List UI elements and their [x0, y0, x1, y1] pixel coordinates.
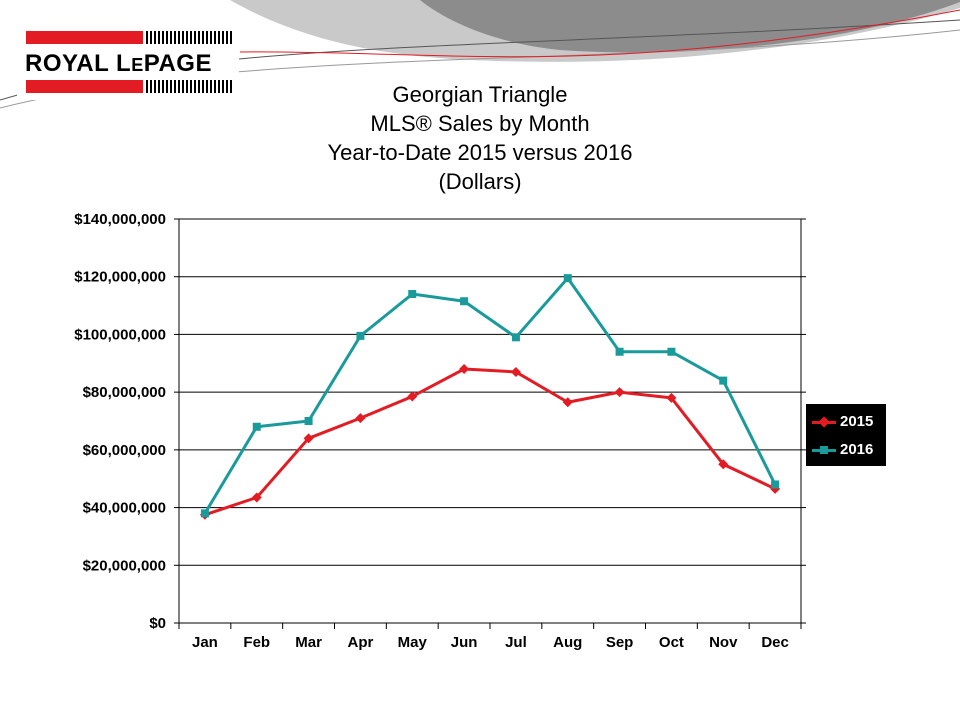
series-line-2015 — [204, 367, 776, 517]
series-line-2016 — [203, 276, 777, 515]
x-tick-label: May — [398, 634, 428, 651]
plot-area — [178, 218, 802, 624]
data-point-2015 — [251, 492, 262, 503]
y-tick-label: $0 — [149, 615, 166, 632]
data-point-2015 — [510, 366, 521, 377]
data-point-2016 — [511, 333, 520, 342]
x-tick-label: Jan — [192, 634, 218, 651]
x-tick-label: Nov — [709, 634, 738, 651]
data-point-2016 — [408, 290, 417, 299]
chart-title: Georgian Triangle MLS® Sales by Month Ye… — [240, 80, 720, 196]
data-point-2016 — [771, 480, 780, 489]
logo-wordmark: ROYAL LEPAGE — [25, 50, 212, 77]
x-tick-label: Oct — [659, 634, 684, 651]
y-tick-label: $100,000,000 — [74, 326, 166, 343]
legend-marker-2016 — [820, 446, 828, 454]
y-tick-label: $20,000,000 — [83, 557, 166, 574]
data-point-2015 — [666, 392, 677, 403]
legend-label-2016: 2016 — [840, 441, 874, 458]
data-point-2015 — [562, 397, 573, 408]
title-line-4: (Dollars) — [438, 169, 522, 194]
chart-legend: 2015 2016 — [806, 404, 886, 466]
data-point-2016 — [460, 297, 469, 306]
data-point-2015 — [407, 391, 418, 402]
data-point-2015 — [718, 459, 729, 470]
y-tick-label: $40,000,000 — [83, 500, 166, 517]
x-tick-label: Jun — [451, 634, 478, 651]
data-point-2015 — [355, 413, 366, 424]
logo-red-bar-top — [26, 31, 143, 44]
data-point-2016 — [304, 417, 313, 425]
x-tick-label: Mar — [295, 634, 322, 651]
data-point-2015 — [459, 364, 470, 375]
legend-label-2015: 2015 — [840, 413, 874, 430]
x-tick-label: Feb — [243, 634, 270, 651]
data-point-2016 — [200, 509, 209, 518]
data-point-2016 — [615, 347, 624, 356]
legend-item-2015: 2015 — [812, 412, 884, 432]
title-line-2: MLS® Sales by Month — [370, 111, 590, 136]
y-tick-label: $140,000,000 — [74, 211, 166, 228]
data-point-2016 — [667, 347, 676, 356]
y-tick-label: $60,000,000 — [83, 442, 166, 459]
data-point-2016 — [719, 376, 728, 385]
x-tick-label: Jul — [505, 634, 527, 651]
legend-marker-2015 — [818, 416, 830, 428]
logo-stripes-bottom — [146, 80, 232, 93]
x-tick-label: Dec — [761, 634, 789, 651]
data-point-2016 — [356, 331, 365, 340]
legend-item-2016: 2016 — [812, 440, 884, 460]
data-point-2015 — [303, 433, 314, 444]
title-line-3: Year-to-Date 2015 versus 2016 — [327, 140, 633, 165]
logo-stripes-top — [146, 31, 232, 44]
title-line-1: Georgian Triangle — [392, 82, 568, 107]
header-swoosh-decoration — [0, 0, 960, 109]
royal-lepage-logo: ROYAL LEPAGE — [17, 23, 239, 100]
data-point-2016 — [563, 274, 572, 283]
data-point-2015 — [614, 387, 625, 398]
data-point-2016 — [252, 422, 261, 431]
x-tick-label: Aug — [553, 634, 582, 651]
logo-red-bar-bottom — [26, 80, 143, 93]
x-tick-label: Sep — [606, 634, 634, 651]
x-tick-label: Apr — [347, 634, 373, 651]
y-tick-label: $120,000,000 — [74, 269, 166, 286]
y-tick-label: $80,000,000 — [83, 384, 166, 401]
